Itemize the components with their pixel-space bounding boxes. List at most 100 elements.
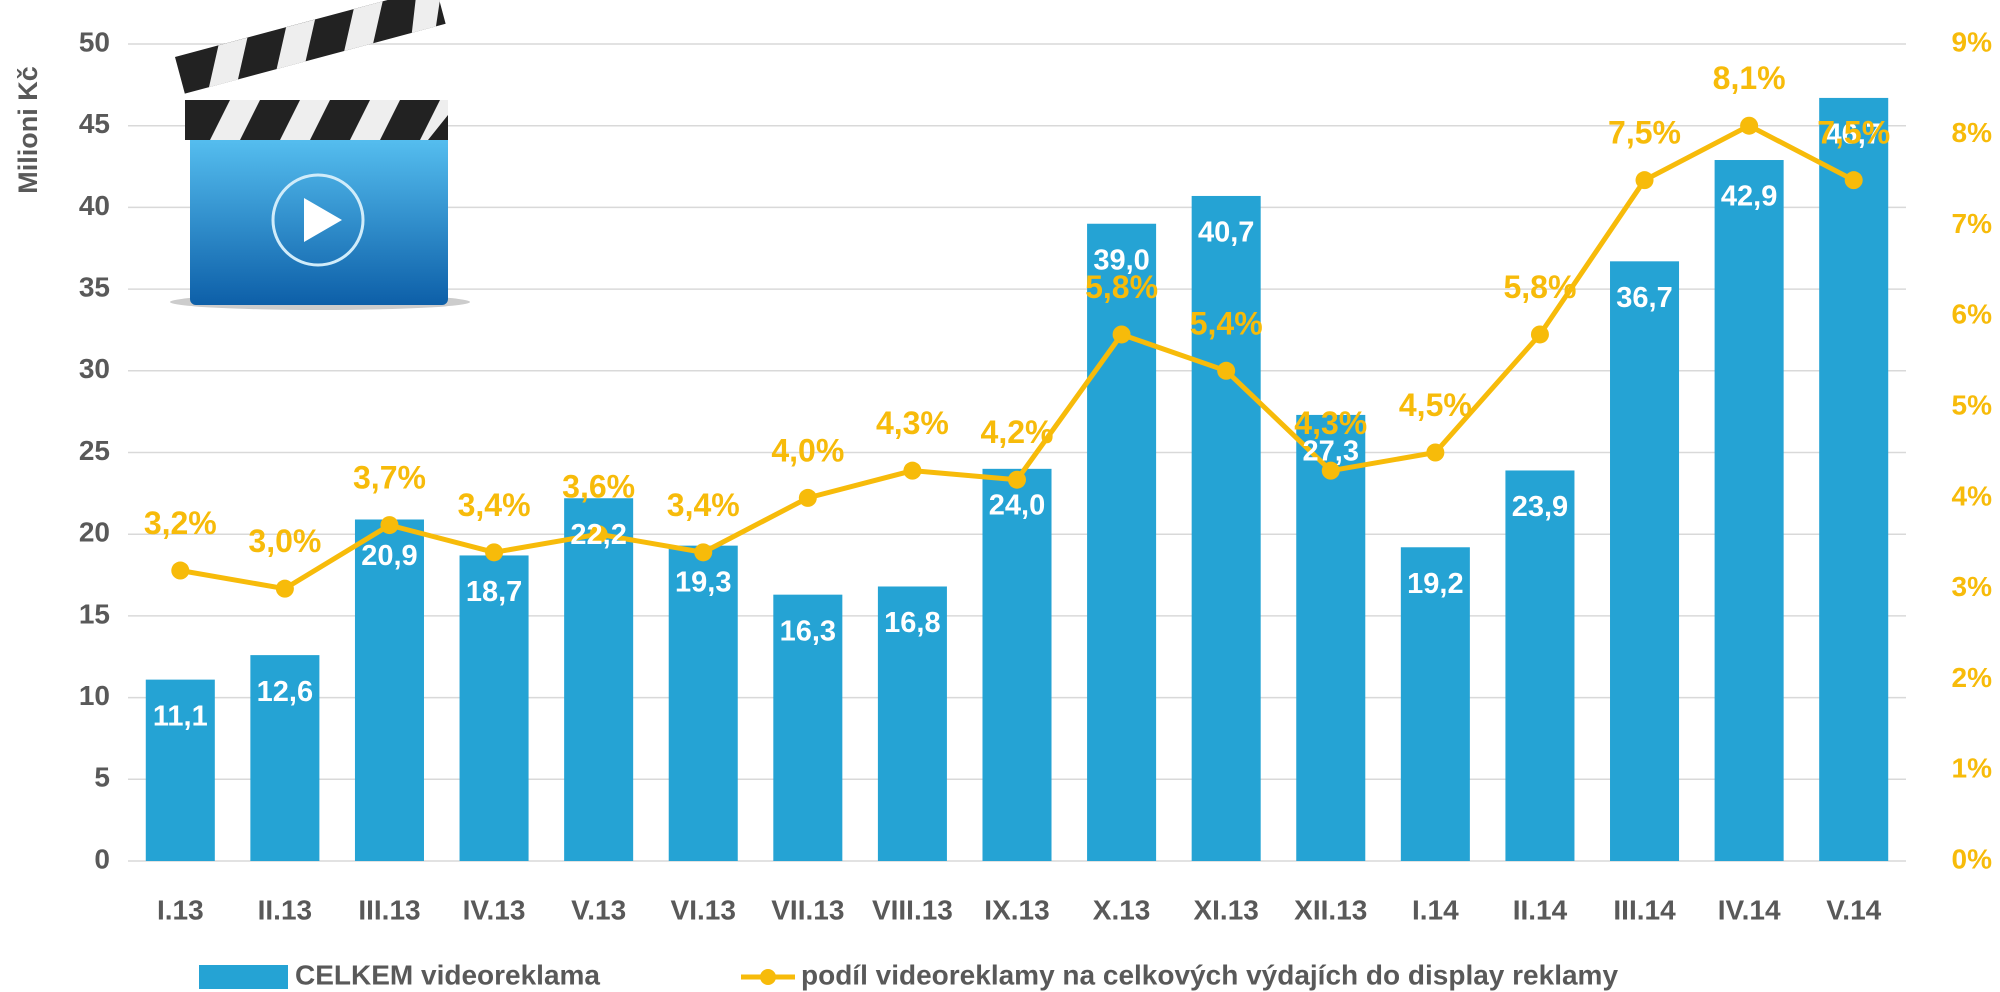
data-label: 5,4% xyxy=(1190,305,1263,341)
y-tick-label: 40 xyxy=(79,190,110,221)
x-tick-label: II.13 xyxy=(258,894,312,925)
point xyxy=(171,561,190,580)
point xyxy=(1112,325,1131,344)
legend-label: podíl videoreklamy na celkových výdajích… xyxy=(801,959,1618,990)
y-tick-label: 35 xyxy=(79,271,110,302)
bar xyxy=(1610,261,1680,861)
data-label: 3,6% xyxy=(562,469,635,505)
point xyxy=(1740,116,1759,135)
data-label: 11,1 xyxy=(153,700,208,732)
data-label: 39,0 xyxy=(1093,244,1149,276)
point xyxy=(694,543,713,562)
x-tick-label: IV.13 xyxy=(463,894,526,925)
x-tick-label: I.14 xyxy=(1412,894,1459,925)
x-tick-label: III.14 xyxy=(1613,894,1676,925)
y-tick-label: 25 xyxy=(79,435,110,466)
y2-tick-label: 8% xyxy=(1952,117,1993,148)
data-label: 42,9 xyxy=(1721,181,1777,213)
legend-swatch xyxy=(199,965,288,989)
bar xyxy=(1087,223,1157,862)
bar xyxy=(354,519,424,861)
bar xyxy=(773,594,843,861)
y2-tick-label: 2% xyxy=(1952,662,1993,693)
data-label: 40,7 xyxy=(1198,217,1254,249)
x-tick-label: II.14 xyxy=(1513,894,1568,925)
point xyxy=(1217,361,1236,380)
data-label: 22,2 xyxy=(570,519,626,551)
x-tick-label: IV.14 xyxy=(1718,894,1781,925)
data-label: 5,8% xyxy=(1085,269,1158,305)
bar xyxy=(1191,195,1261,861)
bar xyxy=(1714,160,1784,861)
point xyxy=(275,579,294,598)
y2-tick-label: 6% xyxy=(1952,299,1993,330)
data-label: 8,1% xyxy=(1713,60,1786,96)
data-label: 36,7 xyxy=(1616,282,1672,314)
y-tick-label: 30 xyxy=(79,353,110,384)
point xyxy=(1844,171,1863,190)
y2-tick-label: 1% xyxy=(1952,753,1993,784)
bar xyxy=(459,555,529,861)
x-tick-label: XII.13 xyxy=(1294,894,1367,925)
data-label: 5,8% xyxy=(1503,269,1576,305)
y2-tick-label: 5% xyxy=(1952,390,1993,421)
data-label: 3,0% xyxy=(248,523,321,559)
y-tick-label: 20 xyxy=(79,517,110,548)
data-label: 3,4% xyxy=(667,487,740,523)
data-label: 12,6 xyxy=(257,676,313,708)
data-label: 7,5% xyxy=(1608,115,1681,151)
data-label: 16,3 xyxy=(780,615,836,647)
data-label: 4,3% xyxy=(1294,405,1367,441)
data-label: 4,5% xyxy=(1399,387,1472,423)
data-label: 19,3 xyxy=(675,566,731,598)
bar xyxy=(1819,97,1889,861)
x-tick-label: IX.13 xyxy=(984,894,1049,925)
y2-tick-label: 7% xyxy=(1952,208,1993,239)
legend-label: CELKEM videoreklama xyxy=(295,959,600,990)
x-tick-label: V.14 xyxy=(1826,894,1881,925)
point xyxy=(1635,171,1654,190)
bar xyxy=(1296,414,1366,861)
bar xyxy=(1505,470,1575,861)
point xyxy=(798,488,817,507)
y2-tick-label: 4% xyxy=(1952,480,1993,511)
data-label: 3,2% xyxy=(144,505,217,541)
y2-tick-label: 3% xyxy=(1952,571,1993,602)
data-label: 24,0 xyxy=(989,489,1045,521)
data-label: 7,5% xyxy=(1817,115,1890,151)
point xyxy=(1530,325,1549,344)
bar xyxy=(250,655,320,861)
bar xyxy=(982,468,1052,861)
x-tick-label: I.13 xyxy=(157,894,204,925)
point xyxy=(380,516,399,535)
x-tick-label: X.13 xyxy=(1093,894,1151,925)
legend: CELKEM videoreklama podíl videoreklamy n… xyxy=(199,959,1618,990)
y-tick-label: 45 xyxy=(79,108,110,139)
point xyxy=(1321,461,1340,480)
y-tick-label: 10 xyxy=(79,680,110,711)
y2-tick-label: 0% xyxy=(1952,843,1993,874)
data-label: 3,4% xyxy=(458,487,531,523)
bar xyxy=(145,679,215,861)
x-tick-label: VIII.13 xyxy=(872,894,953,925)
point xyxy=(903,461,922,480)
y2-tick-label: 9% xyxy=(1952,26,1993,57)
bar xyxy=(668,545,738,861)
data-label: 46,7 xyxy=(1825,119,1881,151)
point xyxy=(1426,443,1445,462)
x-tick-label: XI.13 xyxy=(1193,894,1258,925)
data-label: 23,9 xyxy=(1512,491,1568,523)
data-label: 19,2 xyxy=(1407,568,1463,600)
x-tick-label: III.13 xyxy=(358,894,420,925)
data-label: 4,3% xyxy=(876,405,949,441)
x-tick-label: VI.13 xyxy=(671,894,736,925)
legend-swatch xyxy=(760,969,776,985)
data-label: 16,8 xyxy=(884,607,940,639)
clapperboard-icon xyxy=(170,0,470,310)
data-label: 4,0% xyxy=(771,432,844,468)
data-label: 27,3 xyxy=(1303,436,1359,468)
data-label: 20,9 xyxy=(361,540,417,572)
point xyxy=(1008,470,1026,489)
data-label: 18,7 xyxy=(466,576,522,608)
